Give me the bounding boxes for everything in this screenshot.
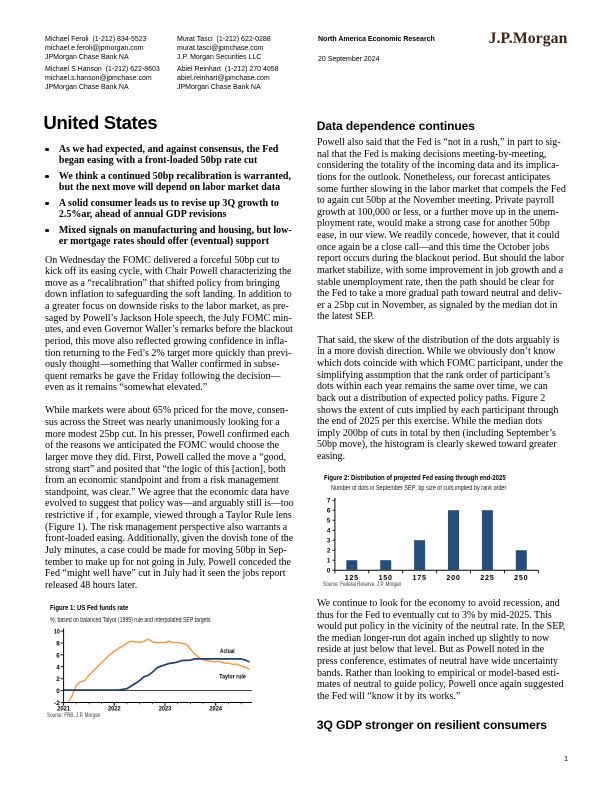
svg-text:250: 250 <box>514 573 528 582</box>
svg-text:6: 6 <box>327 508 331 515</box>
svg-text:3: 3 <box>327 538 331 545</box>
svg-text:2: 2 <box>327 548 331 555</box>
svg-text:225: 225 <box>480 573 494 582</box>
svg-text:4: 4 <box>56 664 60 671</box>
svg-text:150: 150 <box>379 573 393 582</box>
svg-text:2022: 2022 <box>108 706 121 713</box>
svg-text:1: 1 <box>327 558 331 565</box>
svg-text:5: 5 <box>327 518 331 525</box>
svg-text:0: 0 <box>327 568 331 575</box>
svg-text:175: 175 <box>412 573 426 582</box>
svg-text:7: 7 <box>327 498 331 505</box>
svg-text:0: 0 <box>56 688 60 695</box>
svg-text:10: 10 <box>54 629 60 636</box>
svg-text:-2: -2 <box>54 700 60 707</box>
svg-text:2021: 2021 <box>57 706 70 713</box>
svg-text:2024: 2024 <box>209 706 222 713</box>
svg-text:Actual: Actual <box>220 648 235 655</box>
svg-text:125: 125 <box>345 573 359 582</box>
svg-text:2023: 2023 <box>159 706 172 713</box>
svg-text:Taylor rule: Taylor rule <box>219 674 246 681</box>
svg-text:8: 8 <box>56 641 60 648</box>
svg-text:2: 2 <box>56 676 60 683</box>
svg-text:6: 6 <box>56 652 60 659</box>
svg-text:200: 200 <box>446 573 460 582</box>
svg-text:4: 4 <box>327 528 331 535</box>
